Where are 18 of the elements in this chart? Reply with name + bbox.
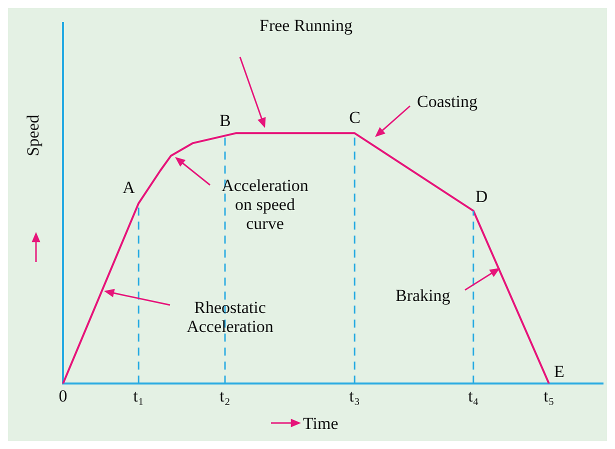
- x-tick-label: t₄: [468, 386, 479, 406]
- annotation: A: [122, 178, 135, 197]
- x-tick-label: t₁: [133, 386, 144, 406]
- y-axis-title: Speed: [23, 114, 42, 156]
- x-axis-title: Time: [303, 414, 338, 433]
- annotation: E: [554, 362, 564, 382]
- annotation: B: [220, 111, 231, 130]
- annotation: Acceleration on speed curve: [220, 176, 310, 232]
- x-tick-label: t₅: [544, 386, 554, 406]
- x-tick-label: 0: [58, 386, 68, 406]
- annotation: Braking: [396, 286, 450, 304]
- x-tick-label: t₂: [220, 386, 230, 406]
- annotation: C: [349, 108, 360, 127]
- annotation: Rheostatic Acceleration: [186, 298, 274, 336]
- text: Coasting: [417, 92, 478, 110]
- x-tick-label: t₃: [349, 386, 360, 406]
- text: Free Running: [260, 16, 353, 34]
- annotation: D: [475, 187, 488, 206]
